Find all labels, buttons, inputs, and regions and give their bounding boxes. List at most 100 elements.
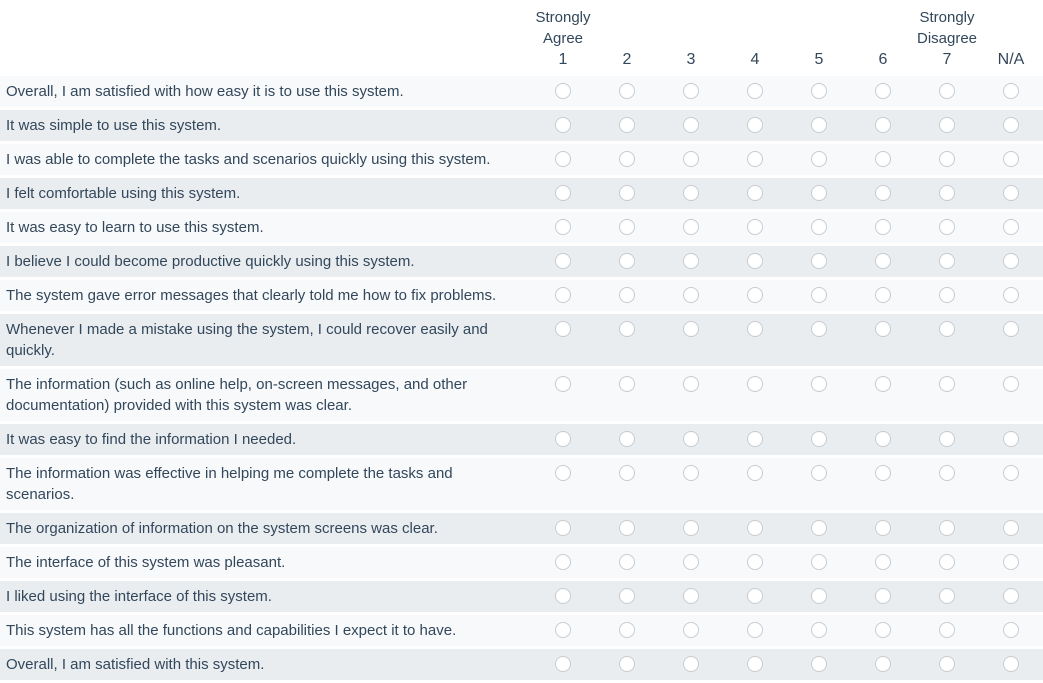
radio-cell-q15-1[interactable]	[531, 615, 595, 646]
radio-button[interactable]	[683, 321, 699, 337]
radio-button[interactable]	[875, 253, 891, 269]
radio-cell-q14-6[interactable]	[851, 581, 915, 612]
radio-cell-q8-5[interactable]	[787, 314, 851, 366]
radio-cell-q2-5[interactable]	[787, 110, 851, 141]
radio-button[interactable]	[875, 185, 891, 201]
radio-button[interactable]	[683, 83, 699, 99]
radio-cell-q4-6[interactable]	[851, 178, 915, 209]
radio-button[interactable]	[811, 117, 827, 133]
radio-button[interactable]	[747, 588, 763, 604]
radio-cell-q8-3[interactable]	[659, 314, 723, 366]
radio-button[interactable]	[619, 253, 635, 269]
radio-button[interactable]	[939, 588, 955, 604]
radio-button[interactable]	[683, 287, 699, 303]
radio-cell-q15-4[interactable]	[723, 615, 787, 646]
radio-cell-q6-na[interactable]	[979, 246, 1043, 277]
radio-button[interactable]	[939, 554, 955, 570]
radio-button[interactable]	[939, 431, 955, 447]
radio-button[interactable]	[939, 185, 955, 201]
radio-button[interactable]	[619, 431, 635, 447]
radio-cell-q3-4[interactable]	[723, 144, 787, 175]
radio-button[interactable]	[683, 431, 699, 447]
radio-button[interactable]	[747, 622, 763, 638]
radio-button[interactable]	[555, 465, 571, 481]
radio-button[interactable]	[939, 151, 955, 167]
radio-cell-q7-5[interactable]	[787, 280, 851, 311]
radio-button[interactable]	[939, 376, 955, 392]
radio-cell-q15-7[interactable]	[915, 615, 979, 646]
radio-button[interactable]	[555, 83, 571, 99]
radio-cell-q5-na[interactable]	[979, 212, 1043, 243]
radio-cell-q6-7[interactable]	[915, 246, 979, 277]
radio-button[interactable]	[555, 622, 571, 638]
radio-button[interactable]	[1003, 83, 1019, 99]
radio-button[interactable]	[619, 376, 635, 392]
radio-cell-q14-na[interactable]	[979, 581, 1043, 612]
radio-cell-q12-6[interactable]	[851, 513, 915, 544]
radio-button[interactable]	[683, 185, 699, 201]
radio-button[interactable]	[811, 431, 827, 447]
radio-cell-q14-3[interactable]	[659, 581, 723, 612]
radio-button[interactable]	[939, 117, 955, 133]
radio-button[interactable]	[1003, 520, 1019, 536]
radio-cell-q6-2[interactable]	[595, 246, 659, 277]
radio-cell-q10-3[interactable]	[659, 424, 723, 455]
radio-button[interactable]	[875, 622, 891, 638]
radio-cell-q11-1[interactable]	[531, 458, 595, 510]
radio-cell-q4-4[interactable]	[723, 178, 787, 209]
radio-button[interactable]	[555, 219, 571, 235]
radio-button[interactable]	[555, 656, 571, 672]
radio-cell-q6-5[interactable]	[787, 246, 851, 277]
radio-cell-q12-na[interactable]	[979, 513, 1043, 544]
radio-button[interactable]	[747, 83, 763, 99]
radio-button[interactable]	[939, 656, 955, 672]
radio-cell-q11-7[interactable]	[915, 458, 979, 510]
radio-cell-q16-1[interactable]	[531, 649, 595, 680]
radio-cell-q16-7[interactable]	[915, 649, 979, 680]
radio-cell-q13-1[interactable]	[531, 547, 595, 578]
radio-button[interactable]	[619, 219, 635, 235]
radio-cell-q8-4[interactable]	[723, 314, 787, 366]
radio-button[interactable]	[555, 253, 571, 269]
radio-button[interactable]	[939, 253, 955, 269]
radio-button[interactable]	[875, 151, 891, 167]
radio-button[interactable]	[875, 520, 891, 536]
radio-cell-q14-7[interactable]	[915, 581, 979, 612]
radio-cell-q5-7[interactable]	[915, 212, 979, 243]
radio-button[interactable]	[555, 554, 571, 570]
radio-button[interactable]	[683, 376, 699, 392]
radio-button[interactable]	[811, 656, 827, 672]
radio-cell-q12-3[interactable]	[659, 513, 723, 544]
radio-cell-q2-1[interactable]	[531, 110, 595, 141]
radio-cell-q14-5[interactable]	[787, 581, 851, 612]
radio-button[interactable]	[619, 117, 635, 133]
radio-cell-q2-na[interactable]	[979, 110, 1043, 141]
radio-cell-q8-na[interactable]	[979, 314, 1043, 366]
radio-cell-q15-3[interactable]	[659, 615, 723, 646]
radio-cell-q6-4[interactable]	[723, 246, 787, 277]
radio-cell-q4-7[interactable]	[915, 178, 979, 209]
radio-button[interactable]	[811, 83, 827, 99]
radio-cell-q13-na[interactable]	[979, 547, 1043, 578]
radio-cell-q14-1[interactable]	[531, 581, 595, 612]
radio-cell-q13-5[interactable]	[787, 547, 851, 578]
radio-button[interactable]	[811, 588, 827, 604]
radio-button[interactable]	[683, 151, 699, 167]
radio-cell-q12-4[interactable]	[723, 513, 787, 544]
radio-button[interactable]	[683, 554, 699, 570]
radio-button[interactable]	[811, 219, 827, 235]
radio-button[interactable]	[747, 321, 763, 337]
radio-button[interactable]	[619, 83, 635, 99]
radio-button[interactable]	[811, 554, 827, 570]
radio-button[interactable]	[747, 185, 763, 201]
radio-button[interactable]	[747, 117, 763, 133]
radio-button[interactable]	[683, 465, 699, 481]
radio-button[interactable]	[555, 287, 571, 303]
radio-cell-q4-3[interactable]	[659, 178, 723, 209]
radio-cell-q1-na[interactable]	[979, 76, 1043, 107]
radio-cell-q3-3[interactable]	[659, 144, 723, 175]
radio-cell-q14-4[interactable]	[723, 581, 787, 612]
radio-cell-q9-5[interactable]	[787, 369, 851, 421]
radio-cell-q16-2[interactable]	[595, 649, 659, 680]
radio-cell-q3-5[interactable]	[787, 144, 851, 175]
